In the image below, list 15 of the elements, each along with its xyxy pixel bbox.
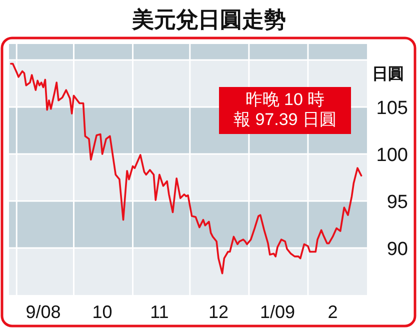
y-axis-title: 日圓: [372, 66, 404, 83]
x-tick-label: 9/08: [26, 302, 61, 322]
y-tick-label: 90: [386, 238, 408, 260]
x-tick-label: 11: [150, 302, 169, 322]
annotation: 報 97.39 日圓: [234, 110, 336, 129]
x-tick-label: 2: [328, 302, 338, 322]
y-tick-label: 105: [376, 98, 408, 119]
y-tick-label: 95: [386, 192, 408, 213]
chart-title: 美元兌日圓走勢: [131, 7, 286, 32]
annotation: 昨晚 10 時: [245, 90, 325, 109]
x-tick-label: 10: [92, 302, 112, 322]
x-tick-label: 1/09: [260, 302, 296, 322]
y-tick-label: 100: [376, 144, 408, 166]
x-tick-label: 12: [208, 302, 228, 322]
line-series: [10, 62, 362, 274]
